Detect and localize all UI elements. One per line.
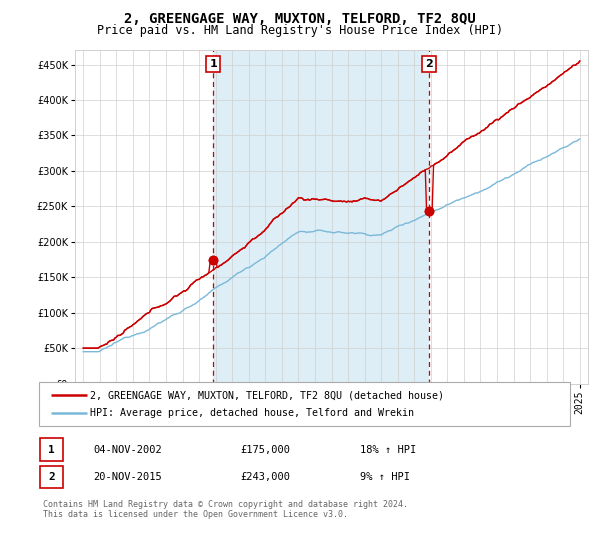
Text: Price paid vs. HM Land Registry's House Price Index (HPI): Price paid vs. HM Land Registry's House …	[97, 24, 503, 36]
Text: £175,000: £175,000	[240, 445, 290, 455]
Text: 1: 1	[209, 59, 217, 69]
Text: 20-NOV-2015: 20-NOV-2015	[93, 472, 162, 482]
Text: £243,000: £243,000	[240, 472, 290, 482]
Text: 2: 2	[425, 59, 433, 69]
Text: This data is licensed under the Open Government Licence v3.0.: This data is licensed under the Open Gov…	[43, 510, 348, 519]
Text: 2: 2	[48, 472, 55, 482]
Text: Contains HM Land Registry data © Crown copyright and database right 2024.: Contains HM Land Registry data © Crown c…	[43, 500, 408, 508]
Text: 1: 1	[48, 445, 55, 455]
Text: 04-NOV-2002: 04-NOV-2002	[93, 445, 162, 455]
Bar	[213, 50, 429, 384]
Text: HPI: Average price, detached house, Telford and Wrekin: HPI: Average price, detached house, Telf…	[90, 408, 414, 418]
Text: 18% ↑ HPI: 18% ↑ HPI	[360, 445, 416, 455]
Text: 2, GREENGAGE WAY, MUXTON, TELFORD, TF2 8QU (detached house): 2, GREENGAGE WAY, MUXTON, TELFORD, TF2 8…	[90, 390, 444, 400]
Text: 9% ↑ HPI: 9% ↑ HPI	[360, 472, 410, 482]
Text: 2, GREENGAGE WAY, MUXTON, TELFORD, TF2 8QU: 2, GREENGAGE WAY, MUXTON, TELFORD, TF2 8…	[124, 12, 476, 26]
